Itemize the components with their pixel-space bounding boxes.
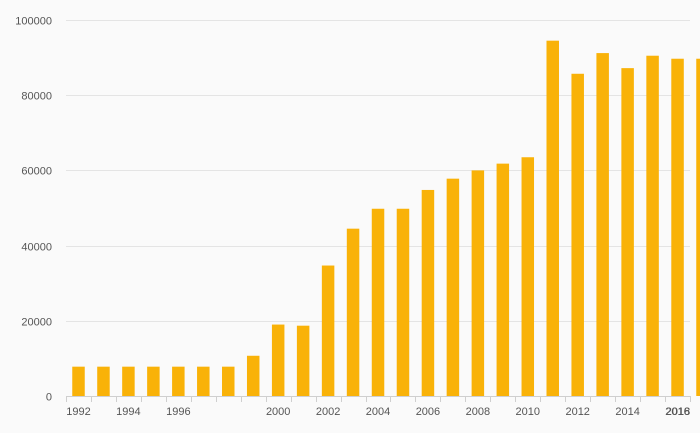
bar-2016 xyxy=(671,58,684,396)
x-tick-label: 1996 xyxy=(166,406,190,418)
bar-2001 xyxy=(296,325,310,396)
x-tick-label: 2018 xyxy=(666,406,690,418)
bar-2008 xyxy=(471,170,485,396)
bar-2014 xyxy=(621,68,634,396)
y-axis-labels: 0 20000 40000 60000 80000 100000 xyxy=(15,16,52,404)
bars xyxy=(72,40,700,397)
x-tick-label: 2012 xyxy=(565,406,589,418)
bar-2010 xyxy=(521,157,535,396)
bar-2003 xyxy=(346,228,360,396)
grid-lines xyxy=(66,20,690,322)
bar-1994 xyxy=(122,366,135,396)
x-tick-label: 2014 xyxy=(615,406,639,418)
bar-2004 xyxy=(371,208,385,396)
x-tick-label: 2008 xyxy=(466,406,490,418)
bar-2013 xyxy=(596,53,609,397)
bar-1998 xyxy=(222,366,235,396)
bar-2007 xyxy=(446,178,460,396)
x-tick-label: 2016 xyxy=(665,406,689,418)
bar-2017 xyxy=(696,58,700,396)
x-tick-label: 2010 xyxy=(516,406,540,418)
y-tick-label: 100000 xyxy=(15,16,52,28)
bar-2011 xyxy=(546,40,559,397)
y-tick-label: 40000 xyxy=(21,242,52,254)
y-tick-label: 80000 xyxy=(21,91,52,103)
x-tick-label: 2002 xyxy=(316,406,340,418)
x-axis-labels: 1992 1994 1996 2000 2002 2004 2006 2008 2010 2012… xyxy=(66,406,690,418)
bar-2006 xyxy=(421,189,435,396)
bar-2005 xyxy=(396,208,410,396)
y-tick-label: 20000 xyxy=(21,317,52,329)
bar-1992 xyxy=(72,366,85,396)
bar-1995 xyxy=(147,366,160,396)
x-tick-label: 2000 xyxy=(266,406,290,418)
bar-2009 xyxy=(496,163,510,396)
y-tick-label: 0 xyxy=(46,392,52,404)
bar-1997 xyxy=(197,366,210,396)
x-tick-label: 1992 xyxy=(66,406,90,418)
bar-1993 xyxy=(97,366,110,396)
y-tick-label: 60000 xyxy=(21,166,52,178)
bar-1999 xyxy=(246,355,260,396)
bar-2012 xyxy=(571,73,584,397)
x-axis-ticks xyxy=(66,396,691,402)
bar-2000 xyxy=(271,324,285,396)
bar-2015 xyxy=(646,55,659,396)
bar-1996 xyxy=(172,366,185,396)
x-tick-label: 2006 xyxy=(416,406,440,418)
x-tick-label: 2004 xyxy=(366,406,390,418)
x-tick-label: 1994 xyxy=(116,406,140,418)
bar-2002 xyxy=(321,265,335,396)
